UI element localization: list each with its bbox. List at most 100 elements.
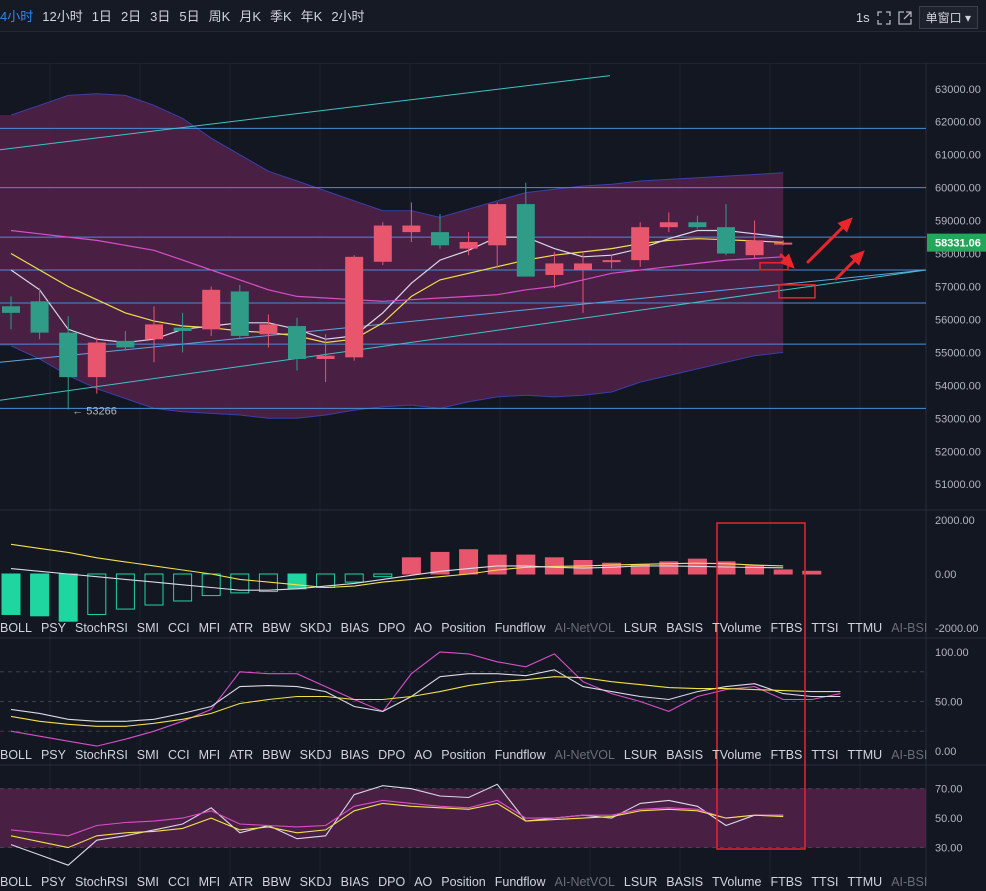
histogram-bar [344,573,364,583]
indicator-tab[interactable]: BOLL [0,621,32,635]
indicator-tab[interactable]: TVolume [712,748,762,762]
indicator-tab[interactable]: PSY [40,748,66,762]
indicator-tab[interactable]: TTMU [847,748,883,762]
indicator-tab[interactable]: BIAS [340,621,370,635]
indicator-tab[interactable]: MFI [198,621,221,635]
indicator-tab[interactable]: DPO [378,748,406,762]
indicator-tab[interactable]: TTSI [811,621,839,635]
interval-button[interactable]: 1s [855,10,870,25]
timeframe-tab[interactable]: 周K [208,9,231,24]
indicator-tab[interactable]: ATR [229,875,254,889]
indicator-tab[interactable]: FTBS [770,748,803,762]
indicator-tab[interactable]: LSUR [623,621,658,635]
timeframe-tab[interactable]: 3日 [150,9,171,24]
timeframe-tab[interactable]: 月K [239,9,261,24]
candle-body [87,342,106,378]
indicator-tab[interactable]: CCI [168,748,190,762]
indicator-tick-label: 0.00 [935,746,956,758]
indicator-tab[interactable]: Fundflow [494,875,546,889]
indicator-tab[interactable]: BASIS [666,621,704,635]
indicator-tab[interactable]: SMI [136,621,160,635]
indicator-tab[interactable]: StochRSI [74,875,128,889]
indicator-tab[interactable]: Position [441,875,486,889]
indicator-tab[interactable]: AI-NetVOL [554,748,615,762]
timeframe-tab[interactable]: 1日 [91,9,112,24]
indicator-tabs-row-3: BOLL PSY StochRSI SMI CCI MFI ATR BBW SKDJ BIAS DP… [0,873,927,891]
timeframe-tab[interactable]: 2小时 [331,9,365,24]
candle-body [30,301,49,333]
indicator-tab[interactable]: TTSI [811,748,839,762]
timeframe-tab[interactable]: 2日 [120,9,142,24]
indicator-tab[interactable]: BOLL [0,875,32,889]
indicator-tab[interactable]: TTMU [847,875,883,889]
histogram-bar [516,554,536,575]
indicator-tab[interactable]: TTSI [811,875,839,889]
indicator-tab[interactable]: Position [441,621,486,635]
indicator-tab[interactable]: LSUR [623,748,658,762]
timeframe-tab[interactable]: 12小时 [42,9,83,24]
indicator-tick-label: 70.00 [935,784,963,796]
indicator-tab[interactable]: CCI [168,621,190,635]
indicator-tab[interactable]: Fundflow [494,621,546,635]
indicator-tab[interactable]: SKDJ [299,748,332,762]
indicator-tab[interactable]: SMI [136,748,160,762]
indicator-tab[interactable]: SMI [136,875,160,889]
candle-body [431,232,449,246]
candle [774,240,793,246]
indicator-tabs-row-1: BOLL PSY StochRSI SMI CCI MFI ATR BBW SKDJ BIAS DP… [0,619,927,637]
indicator-tab[interactable]: BBW [262,748,291,762]
indicator-tab[interactable]: SKDJ [299,621,332,635]
indicator-tab[interactable]: BIAS [340,748,370,762]
price-tick-label: 61000.00 [935,150,981,162]
indicator-tab[interactable]: Fundflow [494,748,546,762]
indicator-tab[interactable]: BOLL [0,748,32,762]
timeframe-tab[interactable]: 季K [269,9,292,24]
indicator-tab[interactable]: PSY [40,875,66,889]
candle [30,288,49,340]
indicator-tab[interactable]: StochRSI [74,621,128,635]
indicator-tab[interactable]: MFI [198,748,221,762]
indicator-tab[interactable]: BIAS [340,875,370,889]
price-tick-label: 55000.00 [935,347,981,359]
indicator-tab[interactable]: Position [441,748,486,762]
indicator-tab[interactable]: TTMU [847,621,883,635]
indicator-tab[interactable]: TVolume [712,875,762,889]
indicator-tab[interactable]: SKDJ [299,875,332,889]
timeframe-tab[interactable]: 4小时 [0,9,34,24]
indicator-tab[interactable]: AI-NetVOL [554,875,615,889]
indicator-tab[interactable]: FTBS [770,875,803,889]
indicator-tab[interactable]: AO [414,875,433,889]
indicator-tab[interactable]: AI-BSI [891,621,928,635]
chart-area[interactable]: ← 53266 63000.00 62000.00 61000.00 60000.00 5… [0,63,986,883]
annotation-highlight-box [716,522,806,850]
indicator-tab[interactable]: AI-BSI [891,875,928,889]
indicator-tab[interactable]: CCI [168,875,190,889]
window-mode-select[interactable]: 单窗口 ▾ [918,6,978,29]
indicator-tab[interactable]: ATR [229,621,254,635]
timeframe-tab[interactable]: 年K [300,9,323,24]
timeframe-tab[interactable]: 5日 [179,9,200,24]
candle [230,284,249,340]
price-tick-label: 51000.00 [935,479,981,491]
indicator-tab[interactable]: DPO [378,875,406,889]
indicator-tab[interactable]: BASIS [666,748,704,762]
indicator-tab[interactable]: TVolume [712,621,762,635]
indicator-tab[interactable]: FTBS [770,621,803,635]
indicator-tab[interactable]: AI-NetVOL [554,621,615,635]
indicator-tab[interactable]: LSUR [623,875,658,889]
indicator-tab[interactable]: AO [414,748,433,762]
fullscreen-icon[interactable] [876,10,891,25]
indicator-tab[interactable]: DPO [378,621,406,635]
indicator-tab[interactable]: AI-BSI [891,748,928,762]
popout-icon[interactable] [897,10,912,25]
candle-body [574,263,592,271]
indicator-tab[interactable]: MFI [198,875,221,889]
indicator-tab[interactable]: BBW [262,875,291,889]
indicator-tab[interactable]: PSY [40,621,66,635]
candle [345,255,364,361]
indicator-tab[interactable]: AO [414,621,433,635]
indicator-tab[interactable]: BBW [262,621,291,635]
indicator-tab[interactable]: ATR [229,748,254,762]
indicator-tab[interactable]: BASIS [666,875,704,889]
indicator-tab[interactable]: StochRSI [74,748,128,762]
